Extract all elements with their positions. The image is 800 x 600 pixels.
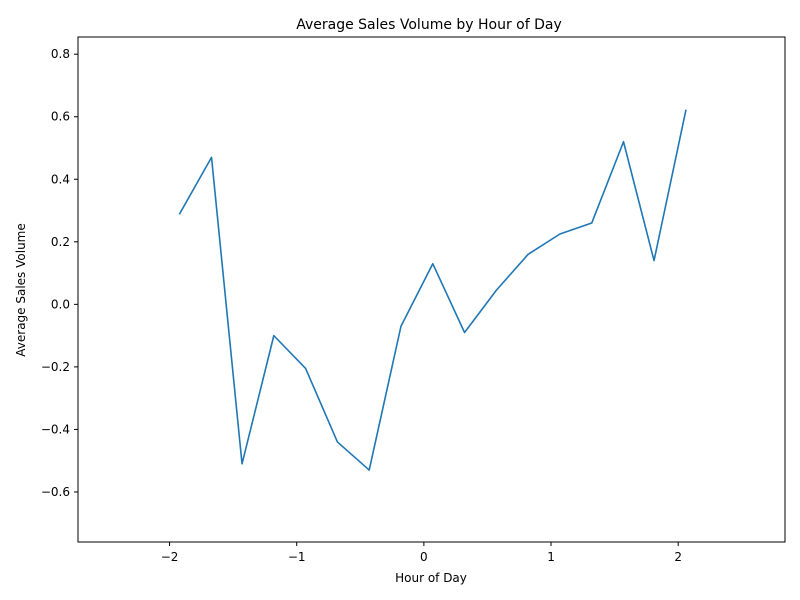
plot-area — [78, 37, 785, 542]
y-tick-label: 0.8 — [51, 47, 70, 61]
y-tick-label: −0.2 — [41, 360, 70, 374]
y-axis-ticks: −0.6 −0.4 −0.2 0.0 0.2 0.4 0.6 0.8 — [41, 47, 78, 499]
y-tick-label: 0.2 — [51, 235, 70, 249]
x-axis-label: Hour of Day — [395, 571, 467, 585]
series-line — [178, 109, 687, 471]
y-tick-label: 0.6 — [51, 110, 70, 124]
plot-frame — [77, 36, 786, 543]
y-axis-label: Average Sales Volume — [14, 223, 28, 356]
x-tick-label: 2 — [674, 550, 682, 564]
y-tick-label: −0.4 — [41, 422, 70, 436]
x-tick-label: −1 — [288, 550, 306, 564]
x-tick-label: 1 — [547, 550, 555, 564]
y-tick-label: 0.0 — [51, 297, 70, 311]
x-tick-label: 0 — [420, 550, 428, 564]
chart-title: Average Sales Volume by Hour of Day — [296, 17, 562, 33]
x-axis-ticks: −2 −1 0 1 2 — [161, 542, 682, 564]
y-tick-label: 0.4 — [51, 172, 70, 186]
y-tick-label: −0.6 — [41, 485, 70, 499]
x-tick-label: −2 — [161, 550, 179, 564]
